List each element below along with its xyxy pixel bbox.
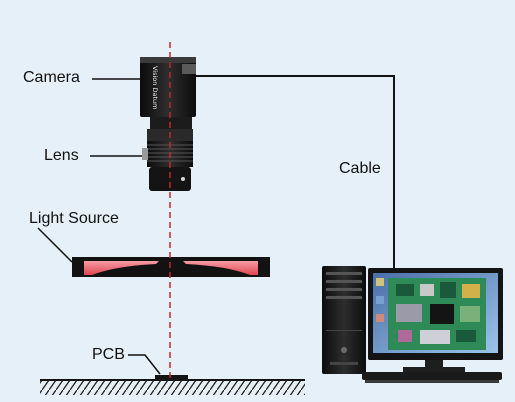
ground xyxy=(40,379,305,395)
light-source-label: Light Source xyxy=(29,210,119,227)
computer-monitor xyxy=(368,268,503,372)
cable-label: Cable xyxy=(339,160,381,177)
camera-body: Vision Datum xyxy=(140,57,196,129)
pcb-board xyxy=(155,375,188,381)
pcb-pointer xyxy=(128,354,161,375)
camera-label: Camera xyxy=(23,69,80,86)
camera-brand-text: Vision Datum xyxy=(151,66,159,109)
cable-line xyxy=(195,75,395,272)
lens xyxy=(142,129,193,191)
light-source-pointer xyxy=(37,227,73,263)
light-source xyxy=(72,257,270,277)
lens-label: Lens xyxy=(44,147,79,164)
pcb-label: PCB xyxy=(92,346,125,363)
computer-tower xyxy=(322,266,366,374)
keyboard xyxy=(362,372,502,383)
